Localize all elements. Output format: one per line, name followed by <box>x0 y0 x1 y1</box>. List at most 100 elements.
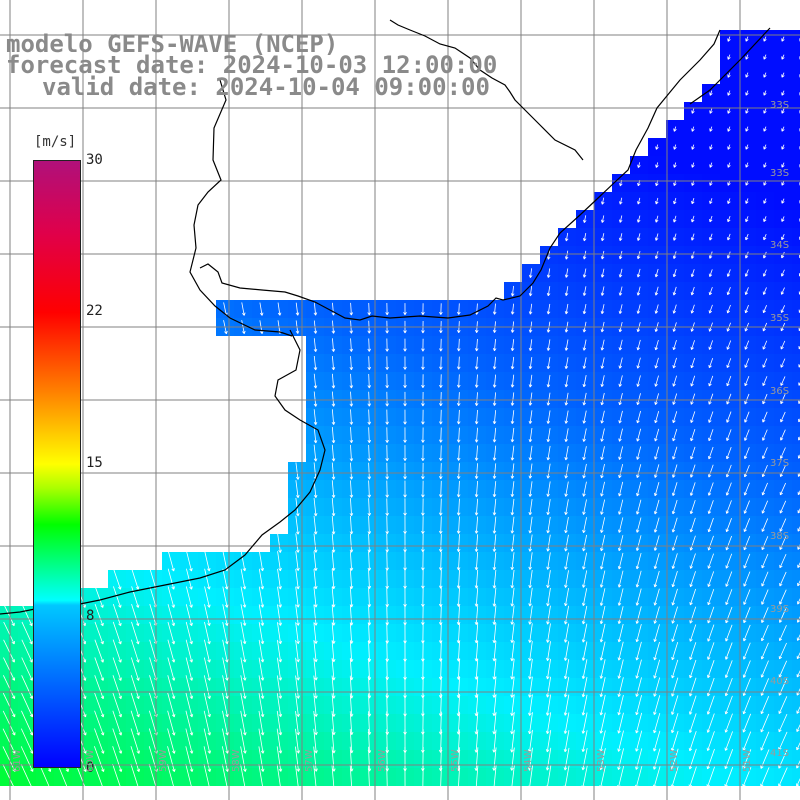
wind-cell <box>792 48 800 66</box>
wind-arrow <box>564 534 569 552</box>
wind-arrow <box>636 428 642 442</box>
wind-arrow <box>474 356 479 370</box>
wind-cell <box>792 30 800 48</box>
title-valid-date: valid date: 2024-10-04 09:00:00 <box>42 73 490 101</box>
wind-arrow <box>313 444 318 462</box>
wind-arrow <box>240 586 247 608</box>
wind-arrow <box>528 729 533 753</box>
wind-arrow <box>779 536 787 550</box>
wind-arrow <box>331 764 336 790</box>
wind-arrow <box>131 586 140 608</box>
wind-arrow <box>112 621 122 645</box>
wind-arrow <box>258 675 265 699</box>
wind-arrow <box>796 670 800 678</box>
wind-arrow <box>438 551 443 571</box>
wind-arrow <box>708 446 714 460</box>
wind-arrow <box>474 427 479 443</box>
wind-arrow <box>727 90 731 96</box>
wind-cell <box>792 516 800 534</box>
wind-arrow <box>528 481 533 497</box>
wind-arrow <box>456 463 461 480</box>
wind-arrow <box>331 409 336 425</box>
wind-arrow <box>635 730 643 752</box>
wind-arrow <box>670 766 679 788</box>
wind-arrow <box>295 639 300 663</box>
wind-arrow <box>581 747 588 771</box>
wind-arrow <box>167 710 176 736</box>
wind-arrow <box>21 657 33 681</box>
wind-arrow <box>185 763 194 791</box>
wind-arrow <box>331 533 336 553</box>
wind-arrow <box>744 358 750 368</box>
wind-arrow <box>313 409 318 425</box>
wind-arrow <box>510 747 515 771</box>
wind-arrow <box>654 304 659 314</box>
wind-arrow <box>618 286 623 296</box>
wind-arrow <box>743 500 750 514</box>
wind-arrow <box>313 622 318 644</box>
wind-arrow <box>167 586 175 608</box>
wind-arrow <box>671 659 679 679</box>
wind-arrow <box>258 746 265 772</box>
wind-arrow <box>492 481 497 498</box>
wind-arrow <box>781 198 785 204</box>
wind-arrow <box>600 304 605 315</box>
wind-arrow <box>618 446 623 460</box>
wind-arrow <box>689 588 697 606</box>
wind-cell <box>792 336 800 354</box>
wind-arrow <box>636 251 641 260</box>
wind-arrow <box>367 480 372 498</box>
wind-arrow <box>742 695 751 715</box>
wind-arrow <box>671 535 678 551</box>
lon-label-51w: 51W <box>742 749 753 772</box>
wind-arrow <box>708 358 714 369</box>
wind-arrow <box>474 569 479 589</box>
wind-arrow <box>581 605 588 625</box>
wind-arrow <box>276 639 283 663</box>
lon-label-59w: 59W <box>158 749 169 772</box>
wind-arrow <box>742 731 752 751</box>
wind-arrow <box>545 676 552 698</box>
wind-arrow <box>599 552 606 570</box>
wind-arrow <box>654 233 659 241</box>
wind-arrow <box>21 621 33 645</box>
wind-arrow <box>670 748 679 770</box>
wind-arrow <box>313 568 318 590</box>
wind-arrow <box>546 268 551 278</box>
wind-arrow <box>581 641 588 661</box>
lat-label-37s: 37S <box>770 458 790 469</box>
wind-cell <box>792 174 800 192</box>
wind-arrow <box>726 358 732 369</box>
wind-arrow <box>724 713 733 733</box>
wind-arrow <box>727 108 731 114</box>
wind-arrow <box>635 606 642 624</box>
wind-arrow <box>474 480 479 498</box>
wind-arrow <box>349 302 354 316</box>
wind-arrow <box>403 409 407 425</box>
wind-arrow <box>3 621 15 645</box>
wind-arrow <box>112 746 123 773</box>
wind-cell <box>792 210 800 228</box>
wind-arrow <box>582 410 587 424</box>
wind-arrow <box>295 480 300 499</box>
wind-arrow <box>258 551 265 572</box>
wind-arrow <box>492 534 497 552</box>
wind-arrow <box>331 338 336 352</box>
wind-arrow <box>744 269 749 277</box>
wind-arrow <box>618 215 623 223</box>
wind-arrow <box>130 657 140 681</box>
wind-arrow <box>617 748 624 770</box>
wind-arrow <box>671 695 679 715</box>
wind-arrow <box>258 622 265 645</box>
wind-cell <box>792 102 800 120</box>
wind-arrow <box>744 429 750 441</box>
wind-arrow <box>510 445 515 461</box>
wind-arrow <box>689 464 696 478</box>
wind-arrow <box>653 695 661 715</box>
wind-arrow <box>745 198 749 204</box>
wind-arrow <box>563 747 570 771</box>
wind-arrow <box>689 677 697 697</box>
wind-arrow <box>690 286 695 296</box>
wind-arrow <box>185 604 193 627</box>
wind-arrow <box>185 710 194 736</box>
